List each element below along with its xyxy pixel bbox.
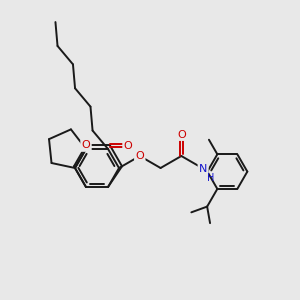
- Text: O: O: [124, 142, 132, 152]
- Text: H: H: [207, 173, 214, 183]
- Text: O: O: [82, 140, 90, 151]
- Text: O: O: [135, 151, 144, 161]
- Text: O: O: [177, 130, 186, 140]
- Text: N: N: [199, 164, 207, 174]
